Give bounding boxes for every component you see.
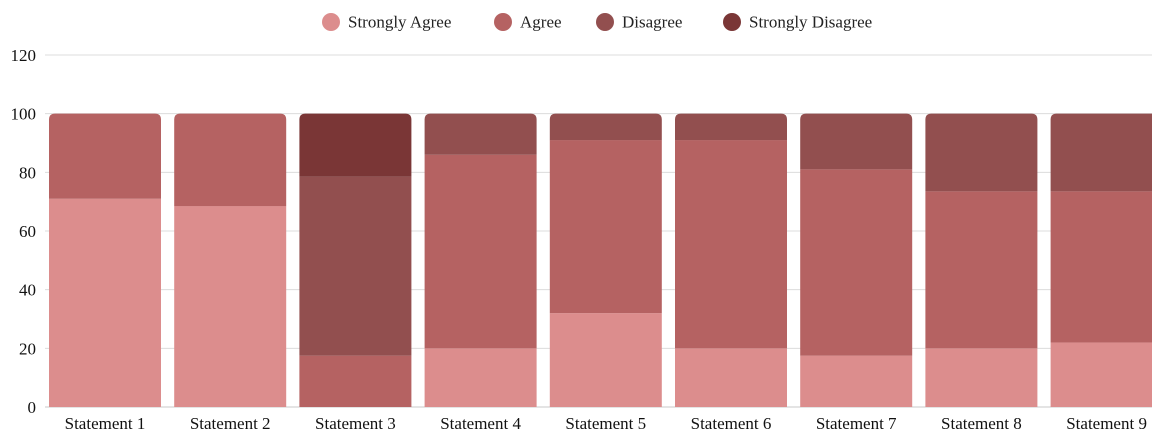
legend-item[interactable]: Strongly Disagree <box>723 13 872 32</box>
bar-stack <box>299 114 411 407</box>
bar-segment <box>550 140 662 313</box>
bar-segment <box>675 348 787 407</box>
x-tick-label: Statement 1 <box>65 414 146 430</box>
bar-segment <box>800 114 912 170</box>
bar-segment <box>425 114 537 155</box>
legend-item[interactable]: Strongly Agree <box>322 13 451 32</box>
bar-segment <box>550 114 662 140</box>
bar-segment <box>1051 191 1152 342</box>
bar-segment <box>1051 342 1152 407</box>
bar-segment <box>174 206 286 407</box>
legend-label: Strongly Agree <box>348 13 451 32</box>
y-tick-label: 100 <box>11 105 37 124</box>
bar-stack <box>49 114 161 407</box>
legend-item[interactable]: Disagree <box>596 13 682 32</box>
y-tick-label: 40 <box>19 281 36 300</box>
y-tick-label: 20 <box>19 339 36 358</box>
bar-stack <box>174 114 286 407</box>
legend-label: Disagree <box>622 13 682 32</box>
bar-stack <box>425 114 537 407</box>
bar-segment <box>925 348 1037 407</box>
bar-stack <box>800 114 912 407</box>
bar-segment <box>425 155 537 349</box>
y-tick-label: 80 <box>19 163 36 182</box>
bar-segment <box>925 114 1037 192</box>
legend-label: Agree <box>520 13 562 32</box>
bar-segment <box>49 114 161 199</box>
bar-segment <box>299 177 411 356</box>
y-axis: 0 20 40 60 80 100 120 <box>11 46 37 417</box>
x-tick-label: Statement 6 <box>691 414 772 430</box>
y-tick-label: 60 <box>19 222 36 241</box>
legend-swatch <box>723 13 741 31</box>
legend-swatch <box>322 13 340 31</box>
bar-segment <box>299 356 411 407</box>
bar-segment <box>675 140 787 348</box>
legend-swatch <box>596 13 614 31</box>
bar-segment <box>49 199 161 407</box>
x-tick-label: Statement 9 <box>1066 414 1147 430</box>
legend-swatch <box>494 13 512 31</box>
bar-stack <box>925 114 1037 407</box>
bar-segment <box>1051 114 1152 192</box>
y-tick-label: 0 <box>28 398 37 417</box>
x-tick-label: Statement 2 <box>190 414 271 430</box>
x-tick-label: Statement 8 <box>941 414 1022 430</box>
bar-segment <box>425 348 537 407</box>
bar-segment <box>800 169 912 355</box>
x-tick-label: Statement 3 <box>315 414 396 430</box>
bar-segment <box>675 114 787 140</box>
bar-stack <box>675 114 787 407</box>
x-tick-label: Statement 4 <box>440 414 521 430</box>
bar-stack <box>1051 114 1152 407</box>
bars <box>49 114 1152 407</box>
x-axis: Statement 1 Statement 2 Statement 3 Stateme… <box>65 414 1147 430</box>
legend: Strongly Agree Agree Disagree Strongly Disa… <box>322 13 872 32</box>
bar-segment <box>800 356 912 407</box>
y-tick-label: 120 <box>11 46 37 65</box>
bar-segment <box>174 114 286 206</box>
bar-segment <box>925 191 1037 348</box>
x-tick-label: Statement 7 <box>816 414 897 430</box>
legend-label: Strongly Disagree <box>749 13 872 32</box>
bar-stack <box>550 114 662 407</box>
bar-segment <box>550 313 662 407</box>
bar-segment <box>299 114 411 177</box>
legend-item[interactable]: Agree <box>494 13 562 32</box>
x-tick-label: Statement 5 <box>565 414 646 430</box>
